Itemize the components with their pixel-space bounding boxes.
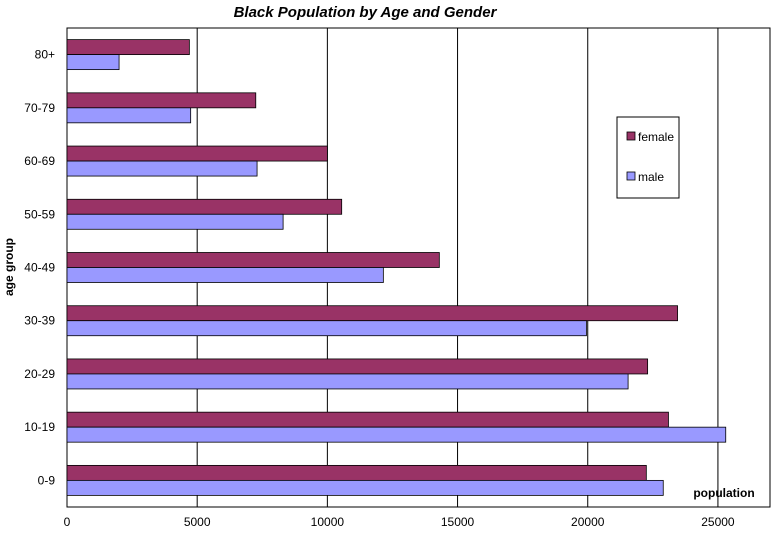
legend-label-female: female: [638, 130, 674, 144]
bars: [66, 39, 727, 496]
bar-female-80+: [66, 39, 190, 56]
bar-male-70-79: [66, 107, 192, 124]
y-tick-label: 40-49: [24, 261, 55, 275]
legend-box: [616, 116, 680, 199]
y-tick-label: 30-39: [24, 314, 55, 328]
legend-label-male: male: [638, 170, 664, 184]
chart-title: Black Population by Age and Gender: [234, 4, 498, 21]
y-tick-label: 20-29: [24, 367, 55, 381]
bar-female-30-39: [66, 305, 678, 322]
bar-female-60-69: [66, 145, 328, 162]
x-tick-label: 20000: [571, 515, 605, 529]
bar-male-50-59: [66, 213, 284, 230]
y-tick-label: 50-59: [24, 207, 55, 221]
legend: female male: [616, 116, 680, 199]
y-tick-label: 80+: [35, 48, 55, 62]
bar-female-10-19: [66, 411, 669, 428]
y-tick-label: 0-9: [38, 473, 56, 487]
y-axis-ticks: 80+ 70-79 60-69 50-59 40-49 30-39 20-29 10-19 0-…: [24, 48, 55, 488]
bar-male-40-49: [66, 267, 384, 283]
bar-male-60-69: [66, 160, 258, 177]
x-tick-label: 5000: [184, 515, 211, 529]
x-tick-label: 10000: [311, 515, 345, 529]
y-tick-label: 10-19: [24, 420, 55, 434]
x-tick-label: 0: [64, 515, 71, 529]
legend-swatch-male: [626, 171, 636, 181]
bar-male-0-9: [66, 479, 664, 496]
bar-female-20-29: [66, 358, 649, 375]
bar-female-70-79: [66, 92, 257, 109]
y-tick-label: 70-79: [24, 101, 55, 115]
bar-female-50-59: [66, 198, 343, 215]
bar-female-40-49: [66, 252, 440, 268]
bar-male-80+: [66, 54, 120, 71]
bar-male-10-19: [66, 426, 727, 443]
y-tick-label: 60-69: [24, 154, 55, 168]
bar-male-20-29: [66, 373, 629, 390]
bar-male-30-39: [66, 320, 587, 337]
x-tick-label: 25000: [701, 515, 735, 529]
y-axis-label: age group: [2, 238, 16, 296]
bar-female-0-9: [66, 464, 647, 481]
x-axis-ticks: 0 5000 10000 15000 20000 25000: [64, 515, 735, 529]
legend-swatch-female: [626, 131, 636, 141]
x-axis-label: population: [693, 486, 754, 500]
x-tick-label: 15000: [441, 515, 475, 529]
